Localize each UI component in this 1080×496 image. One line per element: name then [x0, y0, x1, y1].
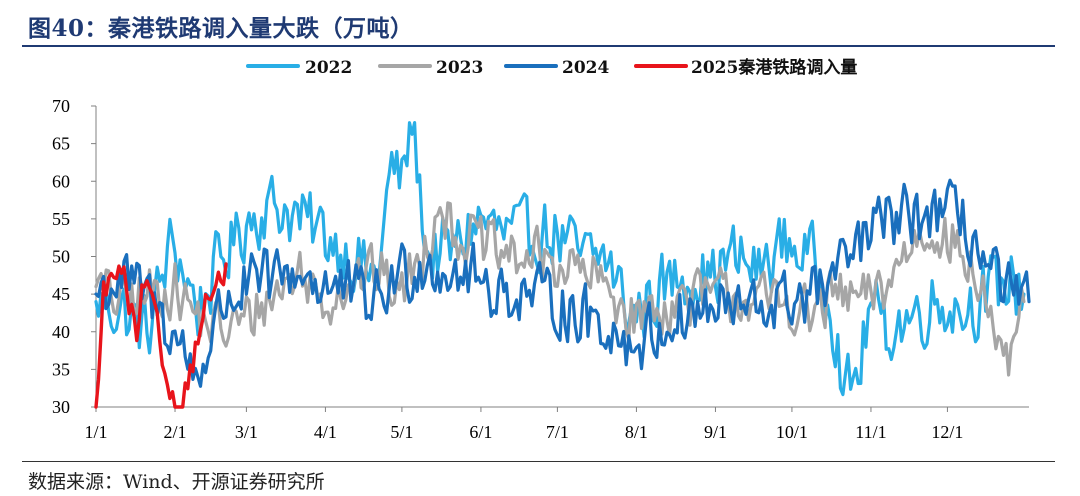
- x-tick-label: 4/1: [314, 422, 337, 442]
- series-line-2022: [94, 120, 1026, 397]
- legend-label: 2022: [305, 58, 352, 78]
- chart-legend: 2022 2023 2024 2025秦港铁路调入量: [246, 57, 857, 78]
- x-tick-label: 2/1: [164, 422, 187, 442]
- x-tick-label: 6/1: [469, 422, 492, 442]
- title-rule: [22, 45, 1055, 47]
- y-tick-label: 40: [52, 322, 70, 342]
- series-line-2024: [94, 178, 1031, 388]
- series-line-2025秦港铁路调入量: [94, 262, 228, 409]
- y-tick-label: 30: [52, 397, 70, 417]
- x-tick-label: 5/1: [390, 422, 413, 442]
- series-line-2023: [94, 201, 1026, 377]
- y-tick-label: 50: [52, 247, 70, 267]
- x-tick-label: 11/1: [855, 422, 886, 442]
- y-tick-label: 70: [52, 96, 70, 116]
- y-tick-label: 60: [52, 171, 70, 191]
- x-tick-label: 12/1: [931, 422, 963, 442]
- legend-label: 2025秦港铁路调入量: [691, 57, 857, 78]
- figure-title: 图40：秦港铁路调入量大跌（万吨）: [28, 15, 414, 42]
- y-tick-label: 65: [52, 134, 70, 154]
- legend-label: 2024: [562, 58, 609, 78]
- y-tick-label: 45: [52, 284, 70, 304]
- x-tick-label: 8/1: [625, 422, 648, 442]
- x-tick-label: 10/1: [776, 422, 808, 442]
- source-rule: [22, 461, 1055, 462]
- series-layer: [94, 120, 1031, 409]
- chart-axes: 30 35 40 45 50 55 60 65 70 1/1 2/1 3/1 4/1 5/1 6/1 7/1 8…: [52, 96, 1029, 442]
- source-note: 数据来源：Wind、开源证券研究所: [28, 471, 325, 493]
- x-tick-label: 3/1: [235, 422, 258, 442]
- y-tick-label: 55: [52, 209, 70, 229]
- x-tick-label: 9/1: [704, 422, 727, 442]
- legend-label: 2023: [436, 58, 483, 78]
- y-tick-label: 35: [52, 359, 70, 379]
- x-tick-label: 1/1: [84, 422, 107, 442]
- x-tick-label: 7/1: [546, 422, 569, 442]
